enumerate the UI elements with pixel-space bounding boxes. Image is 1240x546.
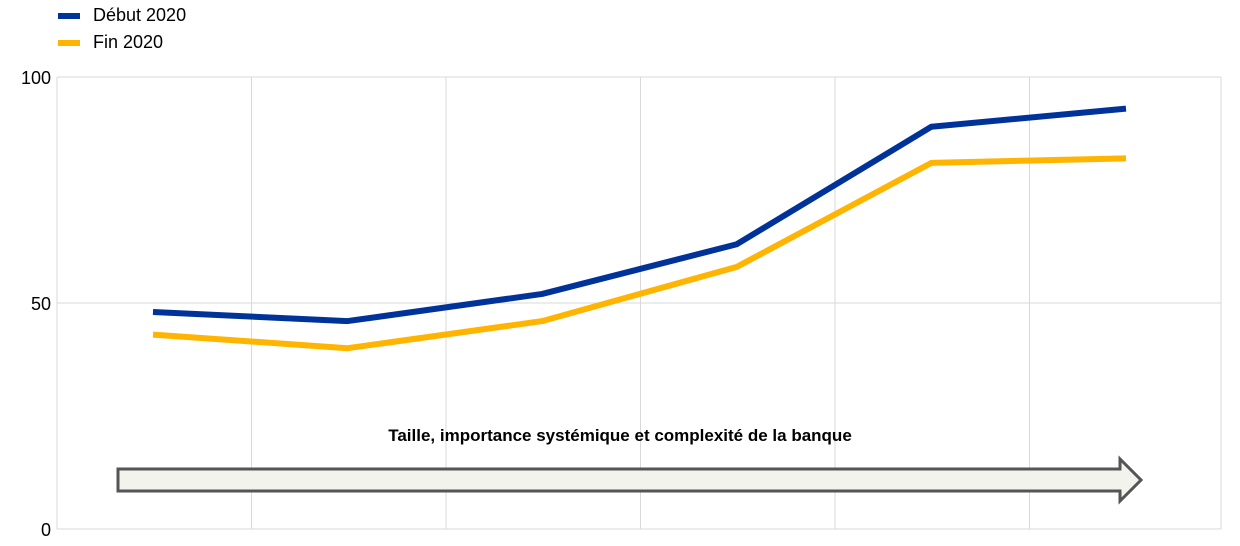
legend-label-fin-2020: Fin 2020 bbox=[93, 32, 164, 52]
y-axis-ticks: 0 50 100 bbox=[21, 68, 51, 540]
direction-arrow bbox=[116, 455, 1144, 505]
legend-swatch-fin-2020 bbox=[58, 39, 80, 46]
chart-grid bbox=[56, 76, 1222, 530]
series-line-fin-2020 bbox=[152, 155, 1127, 352]
legend-swatch-debut-2020 bbox=[58, 12, 80, 19]
series-lines bbox=[152, 105, 1127, 352]
y-tick-label: 0 bbox=[41, 520, 51, 540]
legend-label-debut-2020: Début 2020 bbox=[93, 5, 187, 25]
legend-item-debut-2020: Début 2020 bbox=[58, 2, 186, 29]
legend-item-fin-2020: Fin 2020 bbox=[58, 29, 186, 56]
arrow-shape bbox=[116, 455, 1144, 505]
y-tick-label: 100 bbox=[21, 68, 51, 88]
series-line-debut-2020 bbox=[152, 105, 1127, 325]
y-tick-label: 50 bbox=[31, 294, 51, 314]
legend: Début 2020 Fin 2020 bbox=[58, 2, 186, 56]
arrow-annotation: Taille, importance systémique et complex… bbox=[388, 426, 852, 445]
